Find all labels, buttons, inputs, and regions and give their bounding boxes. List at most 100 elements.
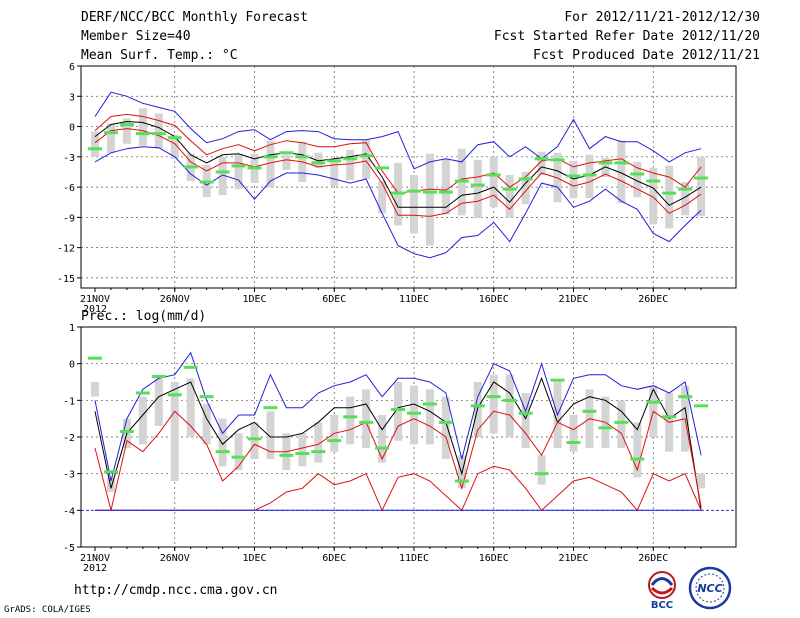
x-tick-label: 21DEC [558, 553, 588, 564]
median-marker [247, 166, 262, 170]
median-marker [391, 191, 406, 195]
series-line-lower [94, 128, 702, 217]
spread-box [250, 422, 259, 459]
spread-box [505, 374, 514, 437]
x-tick-label: 26NOV [160, 553, 190, 564]
spread-box [441, 158, 450, 215]
spread-box [282, 154, 291, 170]
x-tick-label: 21NOV [80, 553, 110, 564]
median-marker [486, 395, 501, 399]
median-marker [582, 409, 597, 413]
y-tick-label: -15 [57, 274, 75, 285]
median-marker [550, 158, 565, 162]
forecast-period-label: For 2012/11/21-2012/12/30 [564, 10, 760, 25]
x-tick-label: 11DEC [399, 553, 429, 564]
median-marker [327, 439, 342, 443]
produced-date-label: Fcst Produced Date 2012/11/21 [533, 48, 760, 63]
median-marker [678, 395, 693, 399]
spread-box [425, 153, 434, 246]
median-marker [247, 437, 262, 441]
spread-box [697, 156, 706, 217]
median-marker [694, 404, 709, 408]
spread-box [537, 455, 546, 485]
spread-box [106, 477, 115, 492]
spread-box [585, 154, 594, 199]
grads-credit: GrADS: COLA/IGES [4, 605, 91, 615]
median-marker [183, 165, 198, 169]
median-marker [311, 161, 326, 165]
y-tick-label: -3 [63, 153, 75, 164]
median-marker [646, 400, 661, 404]
median-marker [119, 123, 134, 127]
median-marker [454, 179, 469, 183]
median-marker [263, 406, 278, 410]
median-marker [678, 187, 693, 191]
spread-box [202, 404, 211, 445]
median-marker [662, 415, 677, 419]
member-size-label: Member Size=40 [81, 29, 191, 44]
spread-box [330, 158, 339, 187]
y-tick-label: -3 [63, 470, 75, 481]
spread-box [378, 181, 387, 214]
x-year-label: 2012 [83, 563, 107, 574]
median-marker [135, 132, 150, 136]
median-marker [630, 457, 645, 461]
spread-box [234, 433, 243, 470]
y-tick-label: -4 [63, 506, 75, 517]
median-marker [422, 402, 437, 406]
spread-box [138, 396, 147, 445]
median-marker [486, 173, 501, 177]
plot-frame [80, 65, 737, 289]
median-marker [103, 470, 118, 474]
series-line-mean [94, 120, 702, 208]
median-marker [582, 173, 597, 177]
spread-box [122, 118, 131, 144]
ncc-logo-text: NCC [697, 582, 722, 595]
median-marker [327, 159, 342, 163]
chart-title: DERF/NCC/BCC Monthly Forecast [81, 10, 308, 25]
x-tick-label: 26DEC [638, 294, 668, 305]
median-marker [662, 191, 677, 195]
median-marker [534, 157, 549, 161]
median-marker [151, 132, 166, 136]
median-marker [199, 395, 214, 399]
precipitation-panel: 1 0 -1 -2 -3 -4 -5 21NOV 26NOV 1DEC 6DEC 11DEC 16DEC… [63, 323, 737, 574]
median-marker [151, 375, 166, 378]
temp-panel-title: Mean Surf. Temp.: °C [81, 48, 238, 63]
median-marker [407, 411, 421, 415]
spread-box [378, 415, 387, 463]
x-tick-label: 26NOV [160, 294, 190, 305]
spread-box [617, 140, 626, 204]
spread-box [410, 385, 418, 445]
source-url[interactable]: http://cmdp.ncc.cma.gov.cn [74, 583, 278, 598]
median-marker [103, 131, 118, 135]
spread-box [138, 108, 147, 146]
bcc-logo-text: BCC [651, 600, 673, 611]
x-tick-label: 1DEC [242, 294, 266, 305]
spread-box [489, 374, 498, 434]
x-tick-label: 21NOV [80, 294, 110, 305]
spread-box [91, 131, 99, 157]
median-marker [311, 450, 326, 454]
median-marker [183, 365, 198, 369]
spread-box [186, 378, 195, 437]
median-marker [199, 180, 214, 184]
median-marker [422, 190, 437, 194]
x-tick-label: 6DEC [322, 294, 346, 305]
median-marker [438, 190, 453, 194]
median-marker [646, 179, 661, 183]
series-line-max [94, 91, 702, 170]
x-tick-label: 21DEC [558, 294, 588, 305]
median-marker [614, 420, 629, 424]
median-marker [470, 404, 485, 408]
start-refer-date-label: Fcst Started Refer Date 2012/11/20 [493, 29, 760, 44]
y-tick-label: -1 [63, 396, 75, 407]
y-tick-label: 1 [69, 323, 75, 334]
spread-box [521, 171, 530, 205]
spread-box [346, 149, 355, 181]
x-tick-label: 6DEC [322, 553, 346, 564]
median-marker [550, 378, 565, 382]
median-marker [566, 441, 581, 444]
spread-box [665, 165, 674, 229]
